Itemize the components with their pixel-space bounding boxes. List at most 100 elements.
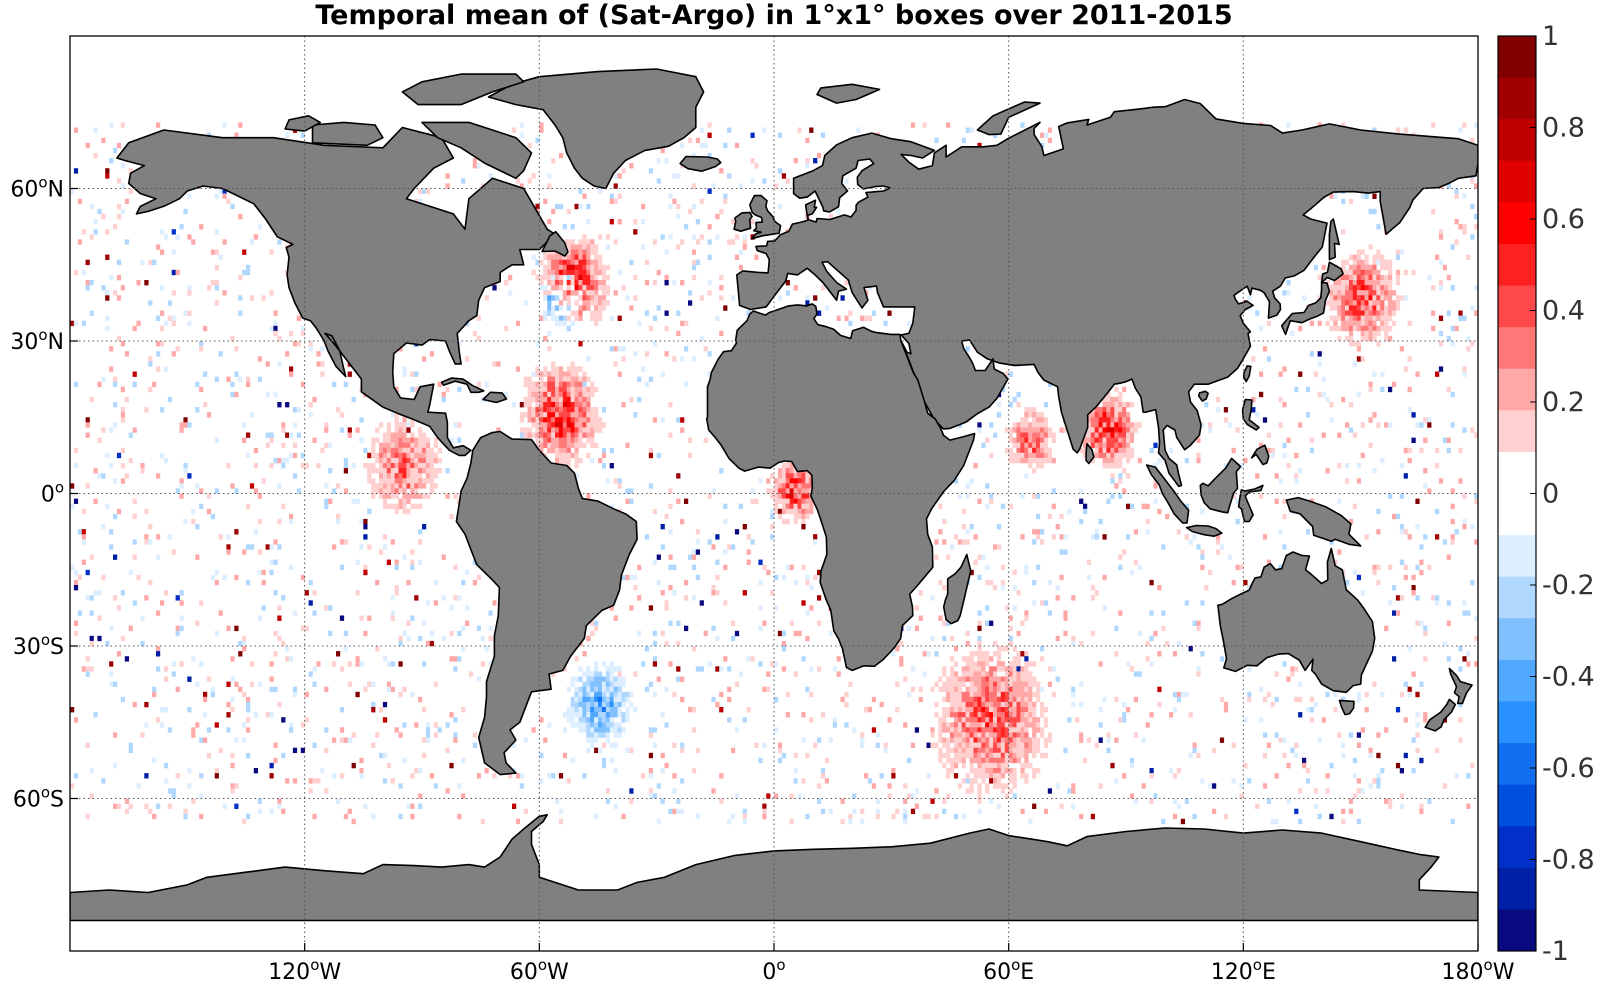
x-tick-label: 60oE (983, 956, 1034, 984)
land-eurasia (735, 98, 1478, 488)
land-baffin (421, 121, 533, 180)
y-tick-label: 60oS (13, 784, 64, 813)
degree-symbol: o (776, 956, 785, 974)
colorbar-segment (1498, 451, 1536, 494)
colorbar-label: 0.4 (1542, 296, 1585, 327)
y-tick-label-hemisphere: N (48, 178, 64, 203)
colorbar-label: 0.6 (1542, 204, 1585, 235)
degree-symbol: o (310, 956, 319, 974)
colorbar-segment (1498, 535, 1536, 578)
land-novaya-zemlya (976, 101, 1041, 136)
land-madagascar (942, 553, 972, 625)
y-tick-label-hemisphere: N (48, 330, 64, 355)
colorbar-segment (1498, 119, 1536, 162)
x-tick-label-hemisphere: E (1262, 960, 1276, 984)
land-australia (1217, 547, 1376, 694)
x-tick-label-hemisphere: W (319, 960, 341, 984)
land-nz-south (1424, 698, 1457, 732)
colorbar-segment (1498, 410, 1536, 453)
degree-symbol: o (38, 326, 47, 344)
land-mindanao (1250, 444, 1270, 466)
y-tick-label-degrees: 60 (13, 788, 41, 813)
map-title: Temporal mean of (Sat-Argo) in 1°x1° box… (315, 0, 1232, 31)
y-tick-label: 0o (41, 479, 64, 508)
land-sakhalin (1328, 218, 1340, 261)
colorbar-segment (1498, 77, 1536, 120)
y-tick-label: 60oN (10, 174, 64, 203)
colorbar-segment (1498, 826, 1536, 869)
land-japan (1280, 281, 1331, 336)
colorbar-segment (1498, 327, 1536, 370)
x-tick-label-hemisphere: W (547, 960, 569, 984)
land-hokkaido (1320, 261, 1344, 284)
colorbar-segment (1498, 659, 1536, 702)
land-ellesmere (401, 73, 525, 106)
colorbar-label: -0.6 (1542, 753, 1595, 784)
colorbar-label: -1 (1542, 936, 1569, 967)
y-tick-label-degrees: 30 (13, 635, 41, 660)
degree-symbol: o (38, 174, 47, 192)
degree-symbol: o (41, 784, 50, 802)
land-java (1185, 524, 1223, 538)
x-tick-label-degrees: 60 (510, 960, 538, 984)
colorbar-segment (1498, 909, 1536, 952)
land-taiwan (1242, 365, 1252, 383)
y-tick-label-hemisphere: S (50, 635, 64, 660)
x-tick-label: 60oW (510, 956, 569, 984)
map-area (70, 36, 1478, 951)
y-tick-label-degrees: 60 (10, 178, 38, 203)
colorbar-segment (1498, 618, 1536, 661)
colorbar-label: 0.2 (1542, 387, 1585, 418)
colorbar-label: 0.8 (1542, 113, 1585, 144)
degree-symbol: o (55, 479, 64, 497)
x-tick-label: 180oW (1442, 956, 1515, 984)
colorbar-label: -0.4 (1542, 662, 1595, 693)
land-hainan (1197, 390, 1209, 402)
colorbar-segment (1498, 701, 1536, 744)
degree-symbol: o (1253, 956, 1262, 974)
land-sulawesi (1237, 484, 1264, 523)
colorbar-segment (1498, 368, 1536, 411)
colorbar-segment (1498, 36, 1536, 79)
land-north-america (116, 126, 556, 457)
colorbar-segment (1498, 867, 1536, 910)
x-tick-label-degrees: 0 (762, 960, 776, 984)
x-tick-label: 120oW (268, 956, 341, 984)
x-tick-label-hemisphere: E (1020, 960, 1034, 984)
y-tick-label: 30oS (13, 631, 64, 660)
colorbar-segment (1498, 202, 1536, 245)
degree-symbol: o (1011, 956, 1020, 974)
land-south-america (455, 430, 638, 776)
land-nz-north (1448, 667, 1473, 705)
colorbar-segment (1498, 743, 1536, 786)
land-masses (70, 68, 1478, 922)
y-tick-label-hemisphere: S (50, 788, 64, 813)
land-iceland (679, 155, 722, 172)
land-sri-lanka (1085, 442, 1095, 465)
colorbar-segment (1498, 285, 1536, 328)
degree-symbol: o (1484, 956, 1493, 974)
x-tick-label-degrees: 60 (983, 960, 1011, 984)
x-tick-label: 120oE (1211, 956, 1276, 984)
grid-lines (70, 36, 1478, 951)
colorbar-label: -0.8 (1542, 845, 1595, 876)
y-tick-label-degrees: 0 (41, 483, 55, 508)
land-great-britain (748, 194, 782, 240)
land-banks (284, 115, 322, 132)
colorbar-segment (1498, 576, 1536, 619)
land-greenland (487, 68, 705, 190)
x-tick-label: 0o (762, 956, 785, 984)
colorbar-label: 1 (1542, 21, 1559, 52)
land-victoria (311, 121, 384, 147)
x-tick-label-degrees: 120 (1211, 960, 1253, 984)
colorbar: 1 0.8 0.6 0.4 0.2 0 -0.2 -0.4 -0.6 -0.8 -1 (1497, 21, 1595, 967)
colorbar-segment (1498, 160, 1536, 203)
land-africa (705, 303, 976, 672)
y-tick-label-degrees: 30 (10, 330, 38, 355)
x-axis-ticks: 120oW 60oW 0o 60oE 120oE 180oW (268, 943, 1515, 984)
x-tick-label-degrees: 120 (268, 960, 310, 984)
colorbar-label: 0 (1542, 479, 1559, 510)
land-ireland (733, 211, 753, 232)
